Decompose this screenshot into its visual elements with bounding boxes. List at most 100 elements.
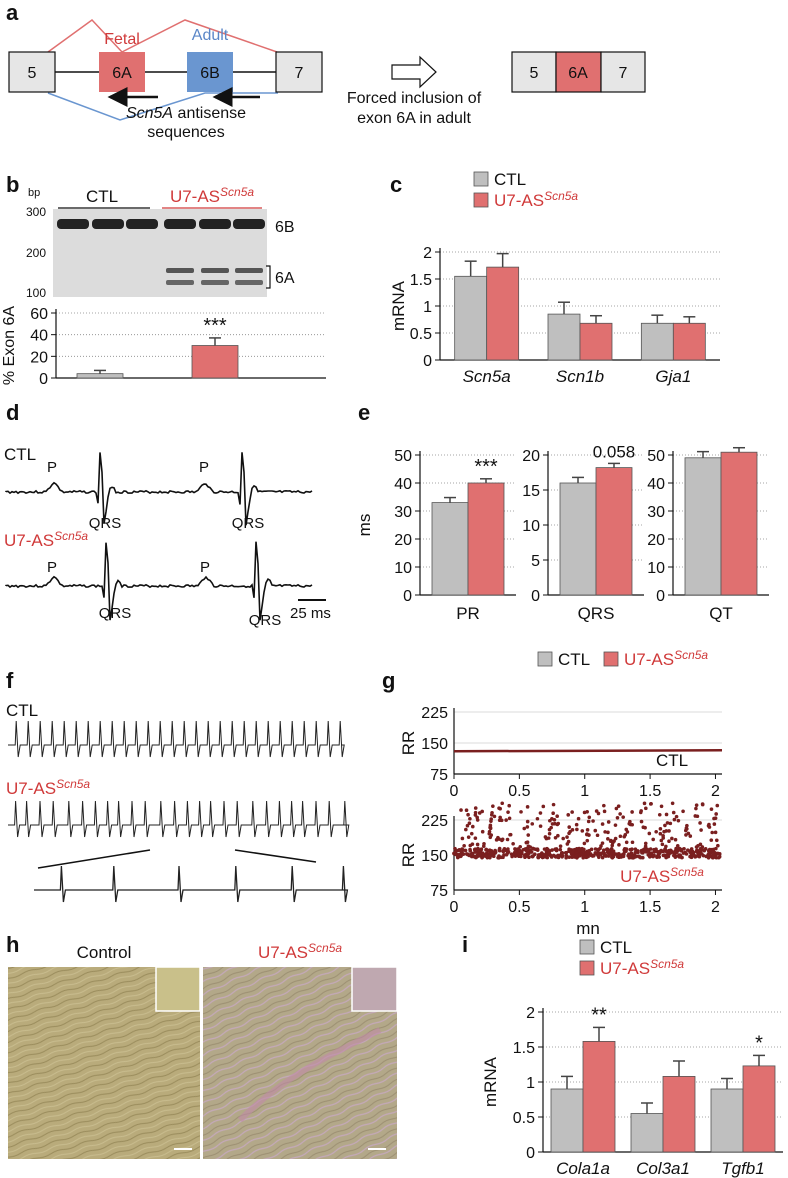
rr-point — [602, 809, 607, 814]
y-tick-label: 20 — [30, 349, 48, 366]
rr-point — [524, 840, 529, 845]
rr-point — [618, 834, 623, 839]
rr-point — [528, 845, 533, 849]
panel-letter-h: h — [6, 932, 19, 957]
bar — [550, 1088, 584, 1153]
rr-point — [642, 847, 647, 851]
y-tick-label: 40 — [30, 328, 48, 345]
series-label: U7-ASScn5a — [620, 865, 704, 886]
rr-point — [561, 836, 566, 841]
zoomed-ecg-trace — [34, 865, 349, 903]
gel-bp-label: bp — [28, 187, 40, 199]
rr-point — [526, 833, 531, 837]
forced-inclusion-arrow — [391, 55, 437, 89]
ecg-treated-p1: P — [47, 559, 57, 576]
bar — [630, 1113, 664, 1153]
rr-point — [457, 848, 462, 852]
panel-b-gel: bp CTL U7-ASScn5a 300 200 100 6B 6A — [26, 185, 295, 300]
gel-group-treated: U7-ASScn5a — [170, 185, 254, 206]
rr-point — [492, 814, 497, 819]
rr-point — [519, 854, 523, 859]
ecg-treated-qrs1: QRS — [99, 605, 132, 622]
exon-6b-box — [187, 52, 233, 92]
panel-letter-a: a — [6, 0, 19, 25]
y-tick-label: 225 — [421, 813, 448, 830]
rr-point — [681, 809, 685, 814]
long-ecg-treated-label: U7-ASScn5a — [6, 777, 90, 798]
rr-point — [530, 822, 535, 826]
rr-point — [596, 811, 601, 816]
rr-point — [484, 848, 488, 852]
rr-point — [714, 812, 718, 816]
rr-point — [709, 807, 714, 811]
rr-point — [545, 855, 550, 860]
rr-point — [610, 841, 615, 845]
rr-point — [507, 816, 512, 821]
rr-point — [600, 822, 605, 826]
legend-c-treated-swatch — [473, 192, 489, 208]
rr-point — [514, 851, 518, 855]
rr-point — [660, 842, 665, 847]
rr-point — [694, 806, 698, 811]
ecg-ctl-qrs1: QRS — [89, 515, 122, 532]
rr-point — [688, 849, 692, 853]
rr-point — [582, 841, 587, 846]
ecg-ctl-qrs2: QRS — [232, 515, 265, 532]
y-tick-label: 225 — [421, 705, 448, 722]
rr-point — [709, 838, 714, 842]
rr-point — [547, 852, 552, 856]
ecg-ctl-label: CTL — [4, 445, 36, 464]
rr-point — [464, 827, 468, 832]
rr-point — [688, 834, 693, 838]
rr-point — [673, 837, 678, 842]
rr-point — [667, 839, 671, 844]
y-tick-label: 1 — [526, 1075, 535, 1092]
rr-point — [651, 853, 655, 858]
bar — [640, 322, 674, 361]
band-6b-label: 6B — [275, 219, 295, 236]
y-tick-label: 2 — [423, 245, 432, 262]
result-exon-6a-label: 6A — [568, 65, 588, 82]
rr-point — [617, 843, 621, 847]
rr-point — [564, 855, 568, 860]
x-tick-label: 0 — [450, 899, 459, 916]
bar — [191, 345, 239, 379]
result-exon-6a — [555, 51, 602, 93]
rr-point — [601, 848, 606, 852]
rr-point — [624, 840, 629, 845]
rr-point — [716, 855, 721, 860]
rr-point — [547, 827, 552, 832]
rr-point — [714, 846, 718, 851]
ecg-treated-qrs2: QRS — [249, 612, 282, 629]
rr-point — [525, 848, 529, 853]
x-axis-label: PR — [456, 604, 480, 623]
rr-point — [467, 821, 472, 826]
rr-point — [695, 848, 700, 853]
rr-point — [676, 818, 681, 823]
rr-point — [565, 842, 570, 846]
rr-point — [614, 806, 619, 811]
x-tick-label: 1.5 — [639, 783, 661, 800]
rr-point — [688, 854, 692, 859]
rr-point — [577, 848, 582, 853]
rr-point — [671, 810, 676, 815]
rr-point — [560, 850, 565, 855]
rr-point — [499, 818, 504, 823]
rr-point — [541, 804, 546, 809]
panel-a-splicing-diagram: Fetal Adult 5 6A 6B 7 Scn5A antisense se… — [8, 19, 646, 141]
rr-point — [535, 816, 540, 821]
rr-point — [567, 847, 571, 852]
rr-point — [575, 853, 579, 858]
rr-point — [538, 824, 543, 828]
x-category-label: Scn5a — [463, 367, 511, 386]
rr-point — [659, 804, 664, 809]
x-tick-label: 0.5 — [508, 783, 530, 800]
rr-point — [716, 851, 720, 856]
rr-point — [535, 847, 540, 851]
ecg-ctl-p2: P — [199, 459, 209, 476]
rr-point — [604, 854, 608, 858]
rr-point — [696, 843, 700, 848]
exon-5-box — [8, 51, 56, 93]
forced-inclusion-line2: exon 6A in adult — [357, 110, 471, 127]
significance-label: 0.058 — [593, 442, 636, 461]
